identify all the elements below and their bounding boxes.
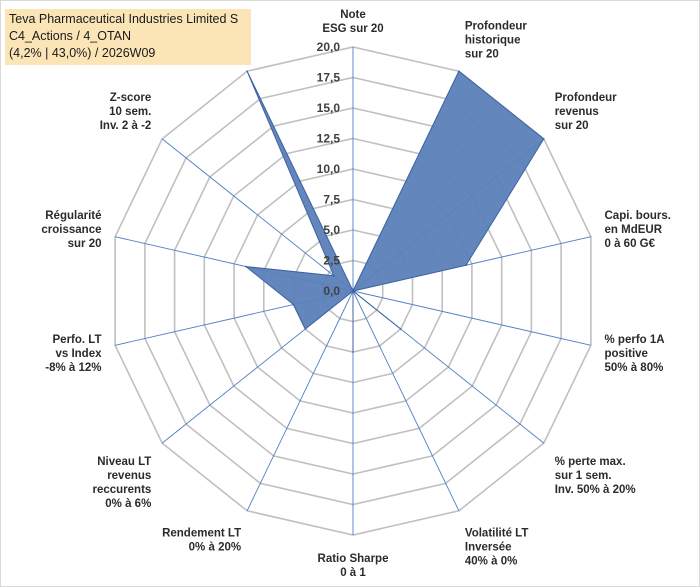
data-point	[399, 328, 402, 330]
axis-spoke	[246, 290, 354, 511]
category-label: sur 1 sem.	[555, 470, 612, 482]
category-label: Perfo. LT	[53, 334, 102, 346]
data-point	[352, 351, 354, 353]
tick-label: 17,5	[317, 71, 341, 85]
data-point	[304, 328, 307, 330]
chart-subtitle-category: C4_Actions / 4_OTAN	[9, 29, 132, 43]
tick-label: 15,0	[317, 101, 341, 115]
data-point	[246, 70, 248, 72]
axis-spoke	[352, 290, 460, 511]
category-label: vs Index	[55, 348, 102, 360]
category-label: Z-score	[110, 92, 152, 104]
data-point	[543, 138, 545, 140]
data-point	[465, 264, 467, 267]
tick-layer: 0,0 2,5 5,0 7,5 10,0 12,5 15,0 17,5 20,0	[317, 40, 341, 298]
category-label: en MdEUR	[605, 224, 663, 236]
axis-spoke	[352, 290, 592, 346]
category-label: % perte max.	[555, 456, 626, 468]
category-label: 10 sem.	[109, 106, 151, 118]
tick-label: 20,0	[317, 40, 341, 54]
data-point	[292, 303, 295, 306]
category-label: Inv. 2 à -2	[100, 120, 152, 132]
category-label: sur 20	[68, 238, 102, 250]
chart-title-box: Teva Pharmaceutical Industries Limited S…	[5, 9, 251, 65]
category-label: Profondeur	[465, 21, 527, 33]
category-label: Niveau LT	[97, 456, 151, 468]
data-point	[458, 70, 460, 72]
data-point	[245, 265, 247, 268]
tick-label: 2,5	[323, 254, 340, 268]
tick-label: 0,0	[323, 284, 340, 298]
axis-spoke	[161, 138, 354, 292]
category-label: 0 à 60 G€	[605, 238, 656, 250]
category-label: 0% à 20%	[189, 541, 241, 553]
tick-label: 12,5	[317, 132, 341, 146]
data-point	[333, 275, 335, 277]
category-label: historique	[465, 35, 521, 47]
category-label: revenus	[555, 106, 599, 118]
tick-label: 5,0	[323, 223, 340, 237]
series-layer	[244, 70, 545, 353]
category-label: ESG sur 20	[322, 23, 383, 35]
category-label: 40% à 0%	[465, 555, 517, 567]
category-label: 0 à 1	[340, 567, 366, 579]
category-label: sur 20	[465, 49, 499, 61]
chart-title: Teva Pharmaceutical Industries Limited S	[9, 12, 239, 26]
tick-label: 7,5	[323, 193, 340, 207]
category-label: Rendement LT	[162, 527, 241, 539]
tick-label: 10,0	[317, 162, 341, 176]
category-label: Inv. 50% à 20%	[555, 484, 636, 496]
category-label: revenus	[107, 470, 151, 482]
category-label: Capi. bours.	[605, 210, 671, 222]
category-label: Note	[340, 9, 366, 21]
category-label: Volatilité LT	[465, 527, 528, 539]
category-label: Inversée	[465, 541, 512, 553]
category-label: Régularité	[45, 210, 101, 222]
category-label: 0% à 6%	[105, 498, 151, 510]
category-label: croissance	[41, 224, 101, 236]
category-label: % perfo 1A	[605, 334, 665, 346]
data-point	[352, 290, 354, 292]
series-area	[244, 70, 545, 352]
category-label: reccurents	[92, 484, 151, 496]
category-label: -8% à 12%	[45, 362, 101, 374]
category-label: Ratio Sharpe	[318, 553, 389, 565]
category-label: 50% à 80%	[605, 362, 664, 374]
chart-subtitle-period: (4,2% | 43,0%) / 2026W09	[9, 46, 156, 60]
category-label: Profondeur	[555, 92, 617, 104]
category-label: positive	[605, 348, 648, 360]
category-label: sur 20	[555, 120, 589, 132]
